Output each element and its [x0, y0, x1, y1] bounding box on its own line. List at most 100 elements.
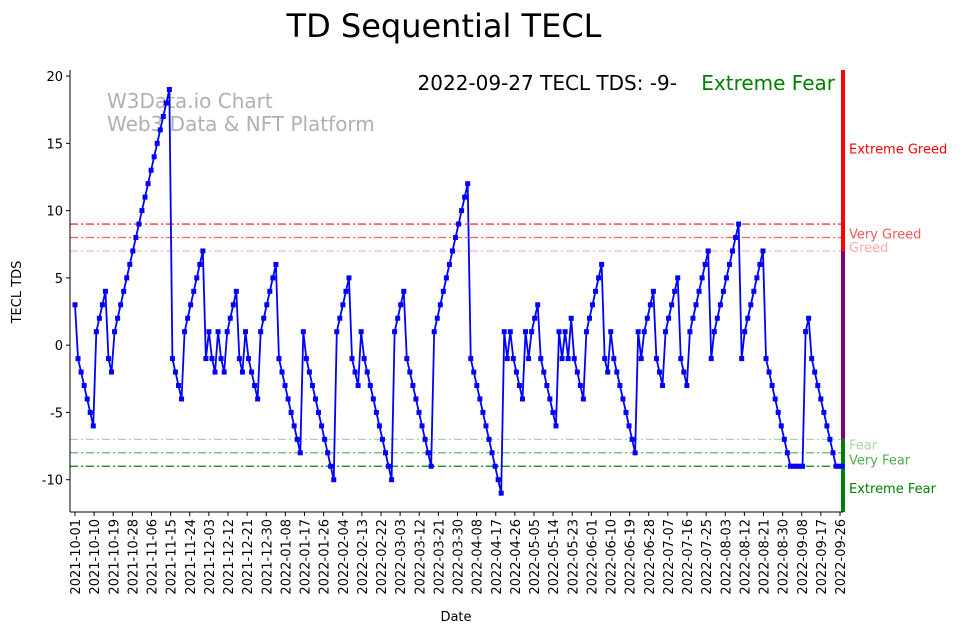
data-point — [84, 396, 90, 402]
x-tick-label: 2021-12-21 — [241, 519, 256, 595]
x-tick-label: 2021-10-01 — [69, 519, 84, 595]
x-tick-label: 2022-09-17 — [815, 519, 830, 595]
data-point — [319, 423, 325, 429]
data-point — [650, 288, 656, 294]
data-point — [717, 302, 723, 308]
data-point — [176, 383, 182, 389]
zone-side-bar — [841, 70, 845, 512]
data-point — [757, 261, 763, 267]
data-point — [656, 369, 662, 375]
data-point — [148, 167, 154, 173]
data-point — [233, 288, 239, 294]
data-point — [166, 87, 172, 93]
x-tick-label: 2022-03-21 — [432, 519, 447, 595]
data-point — [748, 302, 754, 308]
data-point — [681, 369, 687, 375]
data-point — [112, 329, 118, 335]
data-point — [325, 450, 331, 456]
zone-label: Extreme Fear — [849, 482, 937, 497]
zone-bar-segment — [841, 70, 845, 251]
data-point — [510, 356, 516, 362]
x-tick-label: 2022-02-13 — [356, 519, 371, 595]
data-point — [328, 463, 334, 469]
data-point — [413, 396, 419, 402]
x-tick-label: 2022-02-04 — [337, 519, 352, 595]
data-point — [236, 356, 242, 362]
data-point — [836, 463, 842, 469]
x-tick-label: 2022-03-03 — [394, 519, 409, 595]
data-point — [739, 356, 745, 362]
x-tick-label: 2022-08-21 — [758, 519, 773, 595]
x-tick-label: 2022-06-19 — [624, 519, 639, 595]
chart-title: TD Sequential TECL — [286, 7, 602, 45]
data-point — [675, 275, 681, 281]
data-point — [446, 261, 452, 267]
annotation-status: Extreme Fear — [701, 71, 836, 95]
data-point — [815, 383, 821, 389]
data-point — [787, 463, 793, 469]
data-point — [614, 369, 620, 375]
data-point — [322, 436, 328, 442]
data-point — [492, 463, 498, 469]
data-point — [513, 369, 519, 375]
data-point — [361, 356, 367, 362]
data-point — [294, 436, 300, 442]
data-point — [790, 463, 796, 469]
data-point — [264, 302, 270, 308]
data-point — [145, 181, 151, 187]
data-point — [249, 369, 255, 375]
data-point — [693, 302, 699, 308]
data-point — [580, 396, 586, 402]
data-point — [383, 450, 389, 456]
data-point — [434, 315, 440, 321]
data-point — [273, 261, 279, 267]
data-point — [824, 423, 830, 429]
data-point — [401, 288, 407, 294]
data-point — [334, 329, 340, 335]
data-point — [477, 396, 483, 402]
data-point — [565, 356, 571, 362]
data-point — [163, 100, 169, 106]
data-point — [733, 235, 739, 241]
data-point — [376, 423, 382, 429]
data-point — [760, 248, 766, 254]
x-tick-label: 2022-01-26 — [318, 519, 333, 595]
data-point — [623, 409, 629, 415]
data-point — [462, 194, 468, 200]
data-point — [507, 329, 513, 335]
data-point — [370, 396, 376, 402]
data-point — [297, 450, 303, 456]
x-tick-label: 2022-03-30 — [452, 519, 467, 595]
data-point — [459, 208, 465, 214]
data-point — [590, 302, 596, 308]
x-tick-label: 2022-04-26 — [509, 519, 524, 595]
data-point — [781, 436, 787, 442]
x-tick-label: 2022-04-08 — [471, 519, 486, 595]
x-tick-label: 2021-11-15 — [165, 519, 180, 595]
data-point — [258, 329, 264, 335]
zone-label: Very Greed — [849, 227, 921, 242]
x-tick-label: 2022-01-08 — [279, 519, 294, 595]
data-point — [212, 369, 218, 375]
data-point — [699, 275, 705, 281]
data-point — [644, 315, 650, 321]
data-point — [316, 409, 322, 415]
data-point — [261, 315, 267, 321]
data-point — [803, 329, 809, 335]
data-point — [535, 302, 541, 308]
data-point — [678, 356, 684, 362]
data-point — [583, 329, 589, 335]
data-point — [806, 315, 812, 321]
data-point — [818, 396, 824, 402]
data-point — [288, 409, 294, 415]
data-point — [242, 329, 248, 335]
data-point — [172, 369, 178, 375]
data-point — [532, 315, 538, 321]
data-point — [772, 396, 778, 402]
y-tick-label: 20 — [46, 70, 63, 85]
data-point — [660, 383, 666, 389]
data-point — [593, 288, 599, 294]
data-point — [827, 436, 833, 442]
data-point — [422, 436, 428, 442]
data-point — [157, 127, 163, 133]
